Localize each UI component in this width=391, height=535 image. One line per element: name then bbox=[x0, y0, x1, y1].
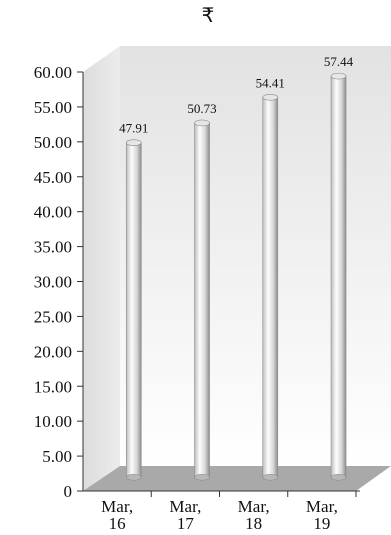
bar-body bbox=[262, 96, 279, 478]
y-tick-label: 10.00 bbox=[34, 412, 72, 431]
bar-top bbox=[262, 93, 279, 101]
floor bbox=[83, 466, 391, 491]
y-tick-label: 35.00 bbox=[34, 238, 72, 257]
category-label: Mar, bbox=[238, 497, 270, 516]
bar-base bbox=[125, 473, 142, 481]
bar bbox=[330, 72, 347, 481]
y-tick-label: 45.00 bbox=[34, 168, 72, 187]
bar-base bbox=[330, 473, 347, 481]
bars bbox=[125, 72, 347, 481]
category-label: 16 bbox=[109, 514, 126, 533]
bar-body bbox=[194, 122, 210, 478]
category-label: Mar, bbox=[306, 497, 338, 516]
category-label: 18 bbox=[245, 514, 262, 533]
data-label: 54.41 bbox=[256, 75, 285, 90]
y-tick-label: 55.00 bbox=[34, 98, 72, 117]
y-tick-label: 5.00 bbox=[42, 447, 72, 466]
bar-top bbox=[125, 139, 142, 146]
bar bbox=[262, 93, 279, 481]
y-tick-label: 30.00 bbox=[34, 273, 72, 292]
bar-body bbox=[330, 75, 347, 478]
data-label: 47.91 bbox=[119, 121, 148, 136]
y-tick-label: 15.00 bbox=[34, 377, 72, 396]
y-tick-label: 50.00 bbox=[34, 133, 72, 152]
bar bbox=[194, 119, 210, 481]
category-label: 17 bbox=[177, 514, 195, 533]
y-tick-label: 40.00 bbox=[34, 203, 72, 222]
back-wall bbox=[120, 46, 391, 466]
bar-base bbox=[194, 473, 210, 481]
category-label: Mar, bbox=[169, 497, 201, 516]
bar-top bbox=[194, 119, 210, 127]
unit-label: ₹ bbox=[202, 3, 215, 27]
data-label: 50.73 bbox=[187, 101, 216, 116]
bar bbox=[125, 139, 142, 481]
category-label: Mar, bbox=[101, 497, 133, 516]
y-tick-label: 0 bbox=[64, 482, 73, 501]
category-label: 19 bbox=[313, 514, 330, 533]
y-ticks: 0 5.00 10.00 15.00 20.00 25.00 30.00 35.00 40.00… bbox=[34, 63, 83, 501]
y-tick-label: 25.00 bbox=[34, 307, 72, 326]
x-ticks bbox=[150, 491, 357, 497]
side-wall bbox=[83, 46, 120, 491]
bar-base bbox=[262, 473, 279, 481]
y-tick-label: 20.00 bbox=[34, 342, 72, 361]
bar-top bbox=[330, 72, 347, 80]
data-label: 57.44 bbox=[324, 54, 354, 69]
y-tick-label: 60.00 bbox=[34, 63, 72, 82]
bar-body bbox=[125, 142, 142, 478]
data-labels: 47.91 50.73 54.41 57.44 bbox=[119, 54, 354, 136]
